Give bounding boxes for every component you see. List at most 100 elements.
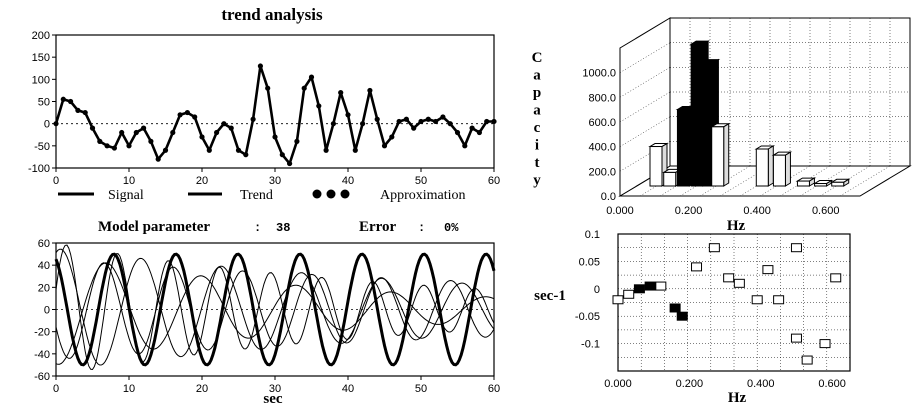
x-tick-label: 0: [53, 175, 59, 187]
x-tick-label: 40: [342, 175, 354, 187]
scatter-point: [723, 273, 735, 283]
x-tick-label: 20: [196, 383, 208, 395]
x-tick-label: 0.200: [676, 378, 704, 390]
capacity-bars: [648, 40, 851, 187]
capacity-chart: 0.0 200.0 400.0 600.0 800.0 1000.0 0.000 0.200…: [532, 17, 912, 234]
y-tick-label: 0: [44, 305, 50, 317]
x-tick-label: 30: [269, 175, 281, 187]
approximation-point: [447, 121, 453, 127]
damping-chart: 0.1 0.05 0 -0.05 -0.1 0.000 0.200 0.400 0.600 H…: [534, 229, 851, 406]
scatter-point: [830, 273, 842, 283]
approximation-point: [425, 116, 431, 122]
scatter-point: [691, 262, 703, 272]
approximation-point: [469, 125, 475, 131]
legend-approximation-label: Approximation: [380, 188, 466, 203]
x-tick-label: 0.000: [606, 205, 634, 217]
scatter-point: [644, 281, 656, 291]
z-gridline-side: [619, 67, 671, 98]
components-x-ticks: 0 10 20 30 40 50 60: [53, 376, 500, 395]
trend-series: [53, 63, 497, 167]
z-tick-label: 200.0: [588, 166, 616, 178]
scatter-point: [819, 339, 831, 349]
bar-front: [700, 62, 714, 187]
floor-grid: [699, 165, 751, 197]
capacity-y-label-char: C: [532, 50, 543, 66]
approximation-point: [221, 121, 227, 127]
approximation-point: [192, 114, 198, 120]
bar-front: [649, 146, 663, 187]
trend-legend: Signal Trend Approximation: [58, 188, 466, 203]
capacity-y-label-char: t: [535, 155, 540, 171]
scatter-point: [790, 333, 802, 343]
x-tick-label: 0: [53, 383, 59, 395]
approximation-point: [330, 121, 336, 127]
approximation-point: [162, 147, 169, 153]
approximation-point: [119, 129, 125, 136]
model-parameter-label: Model parameter: [98, 219, 210, 235]
scatter-point: [733, 278, 745, 288]
x-tick-label: 50: [415, 175, 427, 187]
approximation-point: [484, 118, 490, 125]
approximation-point: [374, 116, 380, 122]
floor-grid: [839, 165, 891, 197]
component-line-c3: [55, 248, 495, 366]
floor-grid: [759, 165, 811, 197]
approximation-point: [97, 138, 103, 144]
z-tick-label: 1000.0: [582, 68, 616, 80]
approximation-point: [75, 107, 81, 113]
approximation-point: [53, 121, 59, 127]
capacity-x-ticks: 0.000 0.200 0.400 0.600: [606, 205, 839, 217]
x-tick-label: 40: [342, 383, 354, 395]
capacity-y-label-char: a: [533, 103, 541, 119]
components-chart: 60 40 20 0 -20 -40 -60 0 10 20 30 40 50 60 sec: [34, 238, 500, 407]
bar-front: [796, 180, 810, 187]
approximation-point: [345, 112, 351, 118]
approximation-point: [148, 138, 154, 144]
y-tick-label: 0.05: [579, 256, 600, 268]
legend-approximation-swatch: [312, 189, 350, 199]
damping-points: [612, 243, 842, 365]
approximation-point: [308, 74, 315, 80]
model-parameter-sep: :: [254, 221, 261, 235]
y-tick-label: 0.1: [585, 229, 600, 241]
approximation-point: [184, 109, 190, 116]
trend-x-ticks: 0 10 20 30 40 50 60: [53, 168, 500, 187]
bar-side: [723, 122, 730, 187]
approximation-point: [294, 138, 300, 144]
approximation-point: [389, 134, 395, 140]
capacity-y-label-char: p: [533, 85, 541, 101]
approximation-point: [104, 143, 110, 149]
scatter-point: [669, 303, 681, 313]
bar-front: [676, 109, 690, 187]
scatter-point: [655, 281, 667, 291]
legend-signal-label: Signal: [108, 188, 144, 203]
approximation-point: [396, 118, 402, 125]
approximation-point: [206, 147, 212, 153]
approximation-point: [126, 143, 132, 149]
bar-side: [767, 145, 774, 187]
z-tick-label: 600.0: [588, 117, 616, 129]
approximation-point: [235, 147, 242, 153]
approximation-point: [440, 114, 446, 120]
scatter-point: [708, 243, 720, 253]
bar-front: [831, 181, 845, 187]
z-gridline-side: [619, 91, 671, 123]
capacity-x-label: Hz: [727, 218, 746, 234]
bar-front: [772, 154, 786, 187]
approximation-point: [250, 116, 256, 122]
z-gridline-side: [619, 42, 671, 73]
z-tick-label: 800.0: [588, 92, 616, 104]
x-tick-label: 0.000: [604, 378, 632, 390]
x-tick-label: 60: [488, 383, 500, 395]
bar-front: [711, 126, 725, 187]
y-tick-label: -0.1: [581, 339, 600, 351]
error-label: Error: [359, 219, 397, 235]
approximation-point: [476, 129, 482, 136]
z-tick-label: 400.0: [588, 142, 616, 154]
y-tick-label: 60: [38, 238, 50, 250]
approximation-point: [243, 152, 249, 158]
scatter-point: [612, 295, 624, 305]
components-x-label: sec: [263, 391, 282, 407]
approximation-point: [68, 98, 74, 105]
approximation-point: [338, 90, 344, 96]
